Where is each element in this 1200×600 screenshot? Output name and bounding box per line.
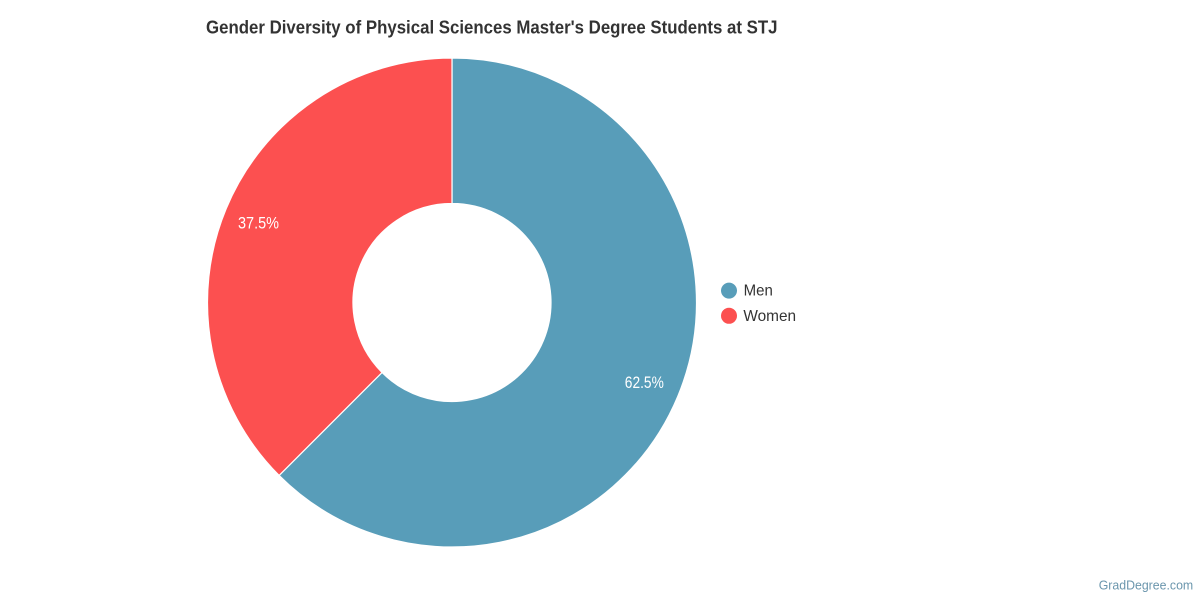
svg-text:GradDegree.com: GradDegree.com <box>1099 579 1194 593</box>
svg-text:Gender Diversity of Physical S: Gender Diversity of Physical Sciences Ma… <box>206 17 778 37</box>
svg-text:37.5%: 37.5% <box>238 214 279 233</box>
svg-text:62.5%: 62.5% <box>625 373 664 392</box>
svg-text:Women: Women <box>743 308 796 325</box>
svg-text:Men: Men <box>744 283 773 300</box>
